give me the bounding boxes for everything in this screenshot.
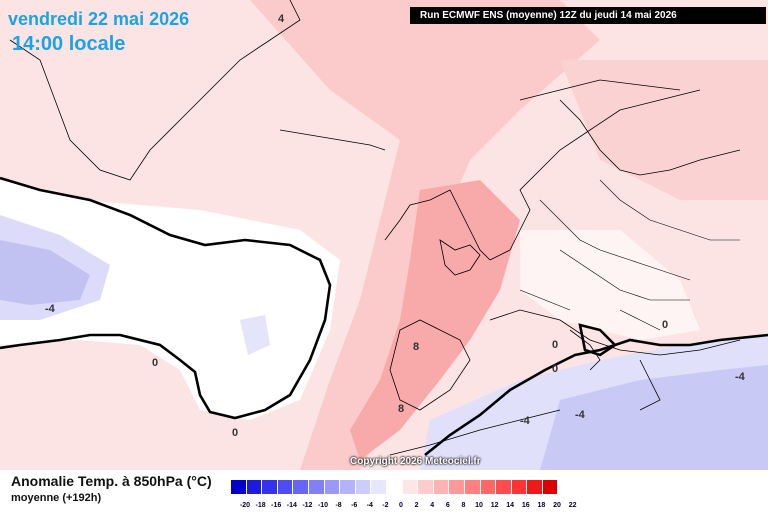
color-legend [231, 480, 559, 494]
map-subtitle: moyenne (+192h) [11, 492, 102, 504]
isoline-labels: 0 0 0 0 0 -4 -4 -4 -4 8 8 4 [45, 13, 746, 439]
legend-swatch [340, 480, 356, 494]
coastlines [9, 0, 741, 456]
legend-swatch [542, 480, 559, 494]
iso-label: 0 [232, 427, 238, 439]
legend-label: 2 [414, 502, 419, 509]
legend-swatch [527, 480, 543, 494]
model-run-banner: Run ECMWF ENS (moyenne) 12Z du jeudi 14 … [410, 7, 766, 24]
iso-label: 0 [152, 357, 158, 369]
legend-label: 14 [506, 502, 515, 509]
legend-swatch [308, 480, 325, 494]
borders [519, 179, 740, 331]
legend-swatch [480, 480, 497, 494]
map-title: Anomalie Temp. à 850hPa (°C) [11, 473, 212, 489]
legend-label: -4 [366, 502, 373, 509]
legend-label: -18 [255, 502, 266, 509]
iso-label: 0 [552, 339, 558, 351]
legend-swatch [449, 480, 465, 494]
iso-label: -4 [45, 303, 56, 315]
legend-swatch [418, 480, 434, 494]
legend-swatch [277, 480, 294, 494]
legend-swatch [293, 480, 309, 494]
cool-patch-mid [240, 315, 270, 355]
legend-swatch [464, 480, 481, 494]
legend-label: 0 [399, 502, 403, 509]
zero-isolines [0, 176, 768, 457]
legend-label: 16 [521, 502, 530, 509]
legend-label: -20 [239, 502, 251, 509]
legend-swatch [246, 480, 263, 494]
legend-swatch [231, 480, 247, 494]
iso-label: 4 [278, 13, 285, 25]
forecast-time: 14:00 locale [12, 33, 126, 55]
warm-core-iberia [350, 180, 520, 460]
warm-area-east [560, 60, 768, 200]
legend-label: -12 [302, 502, 313, 509]
forecast-date: vendredi 22 mai 2026 [8, 9, 190, 29]
legend-swatch [402, 480, 419, 494]
cold-west-atlantic [0, 240, 90, 305]
legend-label: -6 [351, 502, 358, 509]
legend-swatch [511, 480, 528, 494]
legend-label: 8 [461, 502, 466, 509]
iso-label: -4 [575, 409, 586, 421]
cold-mediterranean [540, 365, 768, 470]
legend-swatch [324, 480, 341, 494]
iso-label: 0 [552, 363, 558, 375]
legend-label: 22 [568, 502, 577, 509]
legend-label: 6 [445, 502, 450, 509]
iso-label: -4 [520, 415, 531, 427]
neutral-central-europe [520, 230, 700, 340]
iso-label: 8 [398, 403, 404, 415]
legend-swatch [433, 480, 450, 494]
legend-swatch [386, 480, 403, 494]
legend-swatch [262, 480, 278, 494]
legend-label: -14 [286, 502, 297, 509]
legend-label: -16 [271, 502, 282, 509]
legend-swatch [496, 480, 512, 494]
iso-label: 0 [662, 319, 668, 331]
legend-label: -2 [382, 502, 389, 509]
anomaly-map: 0 0 0 0 0 -4 -4 -4 -4 8 8 4 [0, 0, 768, 470]
legend-label: -8 [335, 502, 342, 509]
legend-label: 10 [475, 502, 483, 509]
iso-label: 8 [413, 341, 419, 353]
legend-label: 4 [430, 502, 435, 509]
legend-label: -10 [317, 502, 329, 509]
legend-swatch [355, 480, 372, 494]
legend-label: 12 [490, 502, 499, 509]
legend-label: 18 [537, 502, 546, 509]
legend-swatch [371, 480, 387, 494]
legend-label: 20 [553, 502, 561, 509]
copyright-notice: Copyright 2026 Meteociel.fr [350, 456, 481, 467]
iso-label: -4 [735, 371, 746, 383]
